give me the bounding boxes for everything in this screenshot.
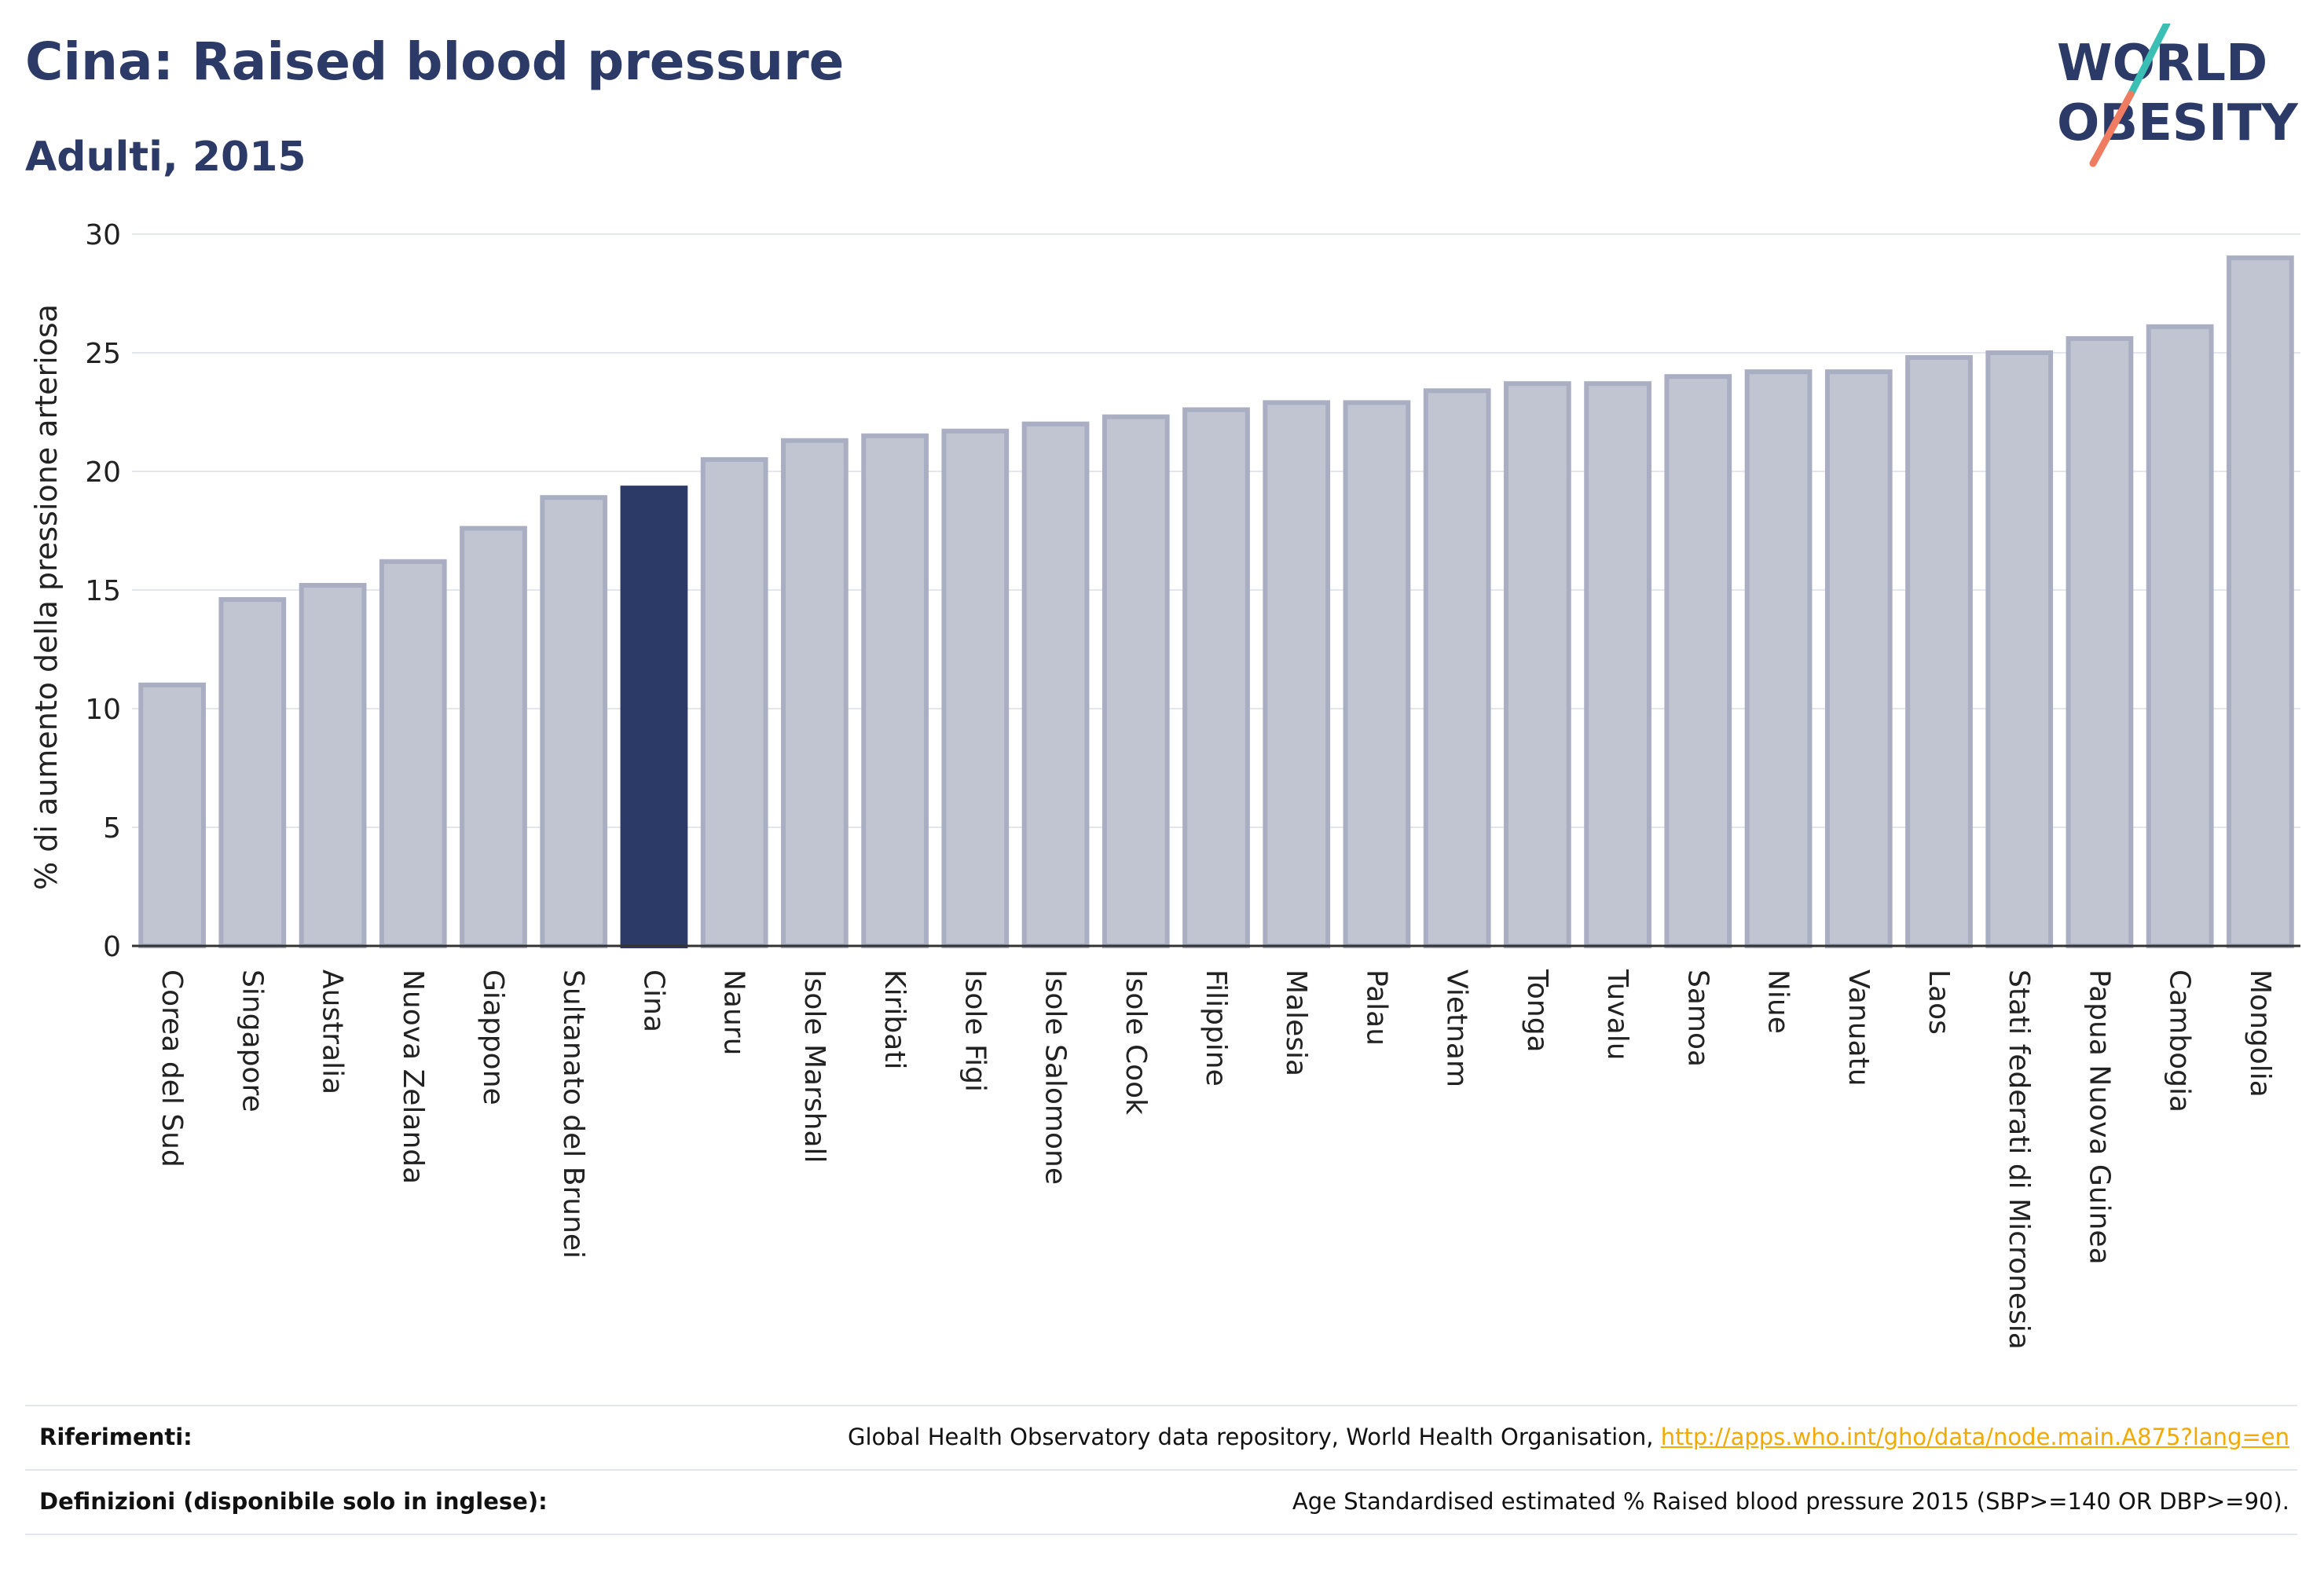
bar-highlighted	[620, 486, 688, 948]
axes: 0 5 10 15 20 25 30 Corea del Sud Singapore Austra…	[85, 219, 2300, 1350]
bar	[218, 597, 287, 949]
page-title: Cina: Raised blood pressure	[25, 31, 845, 92]
bar	[781, 438, 849, 948]
bar	[1102, 414, 1170, 948]
bars	[138, 255, 2294, 949]
bar	[1824, 369, 1893, 949]
x-tick-label: Giappone	[477, 969, 509, 1105]
bar	[1263, 400, 1331, 948]
bar	[540, 495, 608, 948]
bar	[941, 428, 1010, 948]
bar	[700, 456, 768, 948]
y-tick-label: 15	[85, 575, 121, 607]
bar	[299, 582, 367, 949]
y-tick-label: 30	[85, 219, 121, 251]
x-tick-label: Isole Salomone	[1039, 969, 1072, 1185]
x-tick-label: Sultanato del Brunei	[557, 969, 589, 1259]
bar	[1504, 381, 1571, 948]
x-tick-label: Malesia	[1280, 969, 1312, 1076]
x-tick-label: Niue	[1762, 969, 1794, 1034]
x-tick-label: Vanuatu	[1842, 969, 1875, 1087]
x-tick-label: Mongolia	[2244, 969, 2276, 1098]
bar	[379, 559, 447, 948]
references-label: Riferimenti:	[39, 1424, 192, 1450]
bar	[1423, 388, 1491, 948]
x-tick-label: Samoa	[1681, 969, 1714, 1067]
y-tick-label: 25	[85, 338, 121, 370]
x-tick-label: Palau	[1360, 969, 1392, 1046]
x-tick-label: Singapore	[236, 969, 268, 1112]
x-tick-label: Corea del Sud	[156, 969, 188, 1167]
x-tick-label: Tuvalu	[1601, 969, 1633, 1061]
bar	[460, 526, 527, 948]
bar	[2066, 335, 2134, 948]
definitions-label: Definizioni (disponibile solo in inglese…	[39, 1488, 548, 1515]
definitions-value: Age Standardised estimated % Raised bloo…	[1292, 1488, 2289, 1515]
bar	[1182, 407, 1250, 948]
bar	[138, 682, 206, 948]
x-tick-label: Stati federati di Micronesia	[2003, 969, 2035, 1350]
y-tick-label: 0	[103, 931, 121, 963]
x-tick-label: Isole Figi	[959, 969, 991, 1092]
logo-slash-teal	[2127, 24, 2171, 98]
world-obesity-logo: WORLD OBESITY	[2057, 24, 2298, 167]
bar	[1744, 369, 1813, 949]
x-tick-label: Australia	[317, 969, 349, 1094]
x-tick-label: Isole Cook	[1120, 969, 1152, 1115]
bar	[861, 433, 929, 948]
bar	[1905, 355, 1973, 949]
page-subtitle: Adulti, 2015	[25, 134, 306, 181]
references-value: Global Health Observatory data repositor…	[848, 1424, 2289, 1450]
x-tick-label: Kiribati	[878, 969, 911, 1069]
x-tick-label: Papua Nuova Guinea	[2083, 969, 2115, 1265]
bar	[2146, 324, 2214, 948]
definitions-row: Definizioni (disponibile solo in inglese…	[25, 1469, 2297, 1534]
x-tick-label: Cambogia	[2164, 969, 2196, 1112]
bar	[1343, 400, 1411, 948]
y-tick-label: 10	[85, 694, 121, 726]
x-tick-label: Filippine	[1200, 969, 1232, 1087]
x-tick-label: Vietnam	[1441, 969, 1473, 1087]
references-bottom-rule	[25, 1534, 2297, 1535]
bar	[1021, 421, 1090, 948]
logo-slash-coral	[2089, 90, 2135, 167]
y-axis-label: % di aumento della pressione arteriosa	[29, 304, 64, 890]
bar-chart: 0 5 10 15 20 25 30 Corea del Sud Singapore Austra…	[29, 219, 2300, 1350]
bar	[2227, 255, 2294, 948]
y-tick-label: 20	[85, 456, 121, 489]
bar	[1985, 350, 2054, 948]
x-tick-label: Tonga	[1521, 969, 1553, 1053]
references-link[interactable]: http://apps.who.int/gho/data/node.main.A…	[1660, 1424, 2289, 1450]
bar	[1664, 374, 1732, 948]
y-tick-label: 5	[103, 812, 121, 845]
references-row: Riferimenti: Global Health Observatory d…	[25, 1405, 2297, 1469]
x-tick-label: Nuova Zelanda	[397, 969, 429, 1184]
logo-line2: OBESITY	[2057, 94, 2298, 152]
logo-line1: WORLD	[2057, 35, 2267, 93]
references-text: Global Health Observatory data repositor…	[847, 1424, 1661, 1450]
x-tick-label: Nauru	[718, 969, 750, 1055]
bar	[1584, 381, 1651, 948]
x-tick-label: Laos	[1923, 969, 1955, 1035]
x-tick-label: Cina	[637, 969, 669, 1032]
x-tick-label: Isole Marshall	[798, 969, 830, 1164]
